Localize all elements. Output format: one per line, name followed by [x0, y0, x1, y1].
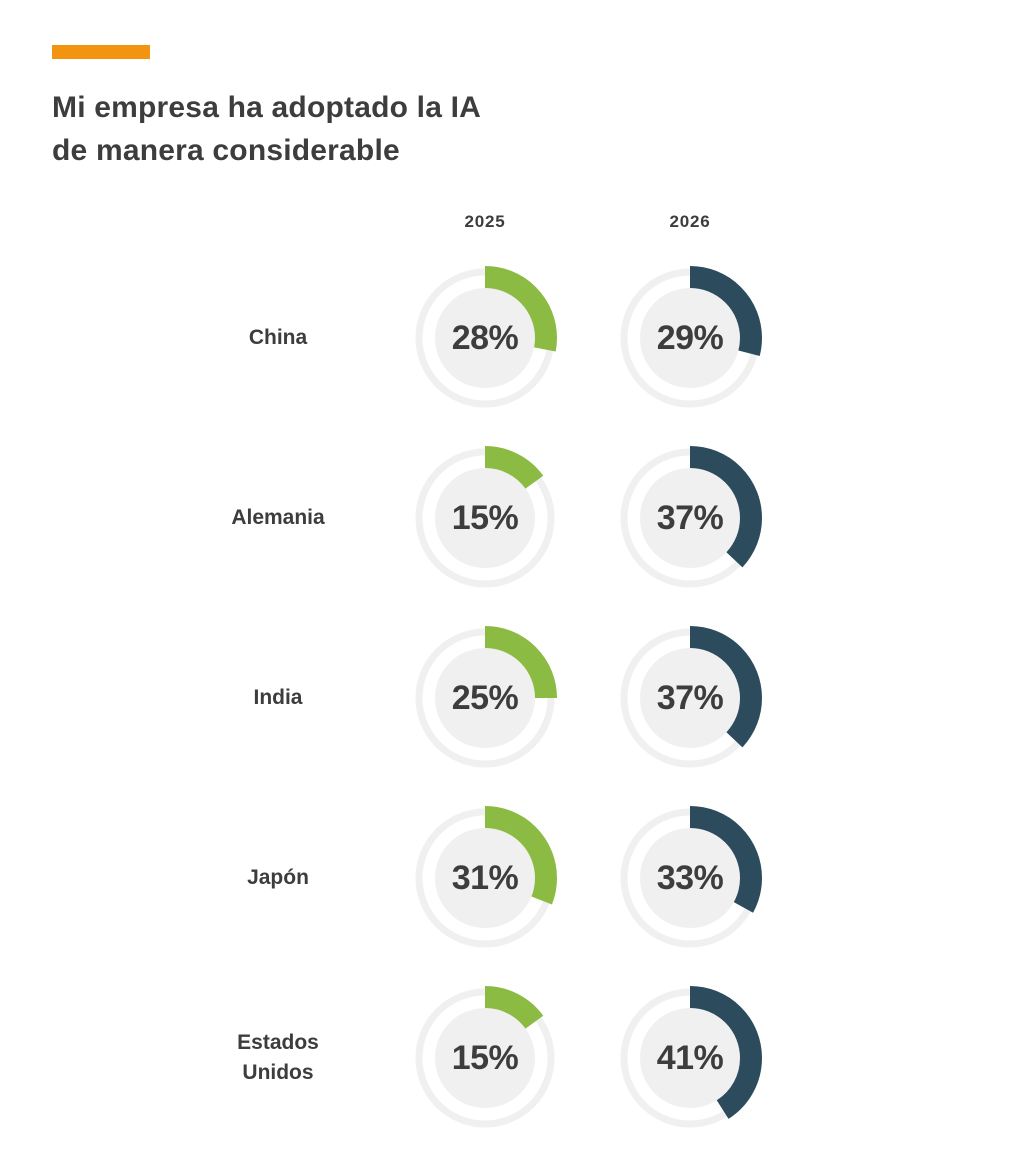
donut-value-label: 33% — [656, 858, 724, 897]
donut-value-label: 15% — [451, 498, 519, 537]
donut-chart-2026: 41% — [615, 983, 765, 1133]
donut-value-label: 37% — [656, 498, 724, 537]
donut-gauge — [413, 626, 557, 770]
country-row-india: India 25% 37% — [0, 608, 1024, 788]
donut-value-label: 29% — [656, 318, 724, 357]
column-header-2025: 2025 — [464, 212, 506, 231]
donut-value-label: 28% — [451, 318, 519, 357]
donut-chart-2026: 37% — [615, 623, 765, 773]
donut-value-arc — [618, 266, 762, 410]
country-label: Alemania — [231, 506, 325, 529]
donut-value-label: 37% — [656, 678, 724, 717]
donut-value-arc — [618, 626, 762, 770]
donut-chart-2026: 33% — [615, 803, 765, 953]
column-header-2026: 2026 — [669, 212, 711, 231]
donut-inner-circle — [435, 648, 535, 748]
donut-inner-circle — [435, 288, 535, 388]
donut-gauge — [618, 806, 762, 950]
country-row-japon: Japón 31% 33% — [0, 788, 1024, 968]
donut-value-arc — [413, 446, 557, 590]
country-label: India — [253, 686, 303, 709]
donut-inner-circle — [640, 648, 740, 748]
donut-inner-circle — [640, 1008, 740, 1108]
donut-chart-2026: 37% — [615, 443, 765, 593]
donut-gauge — [618, 626, 762, 770]
donut-inner-circle — [435, 468, 535, 568]
donut-value-arc — [413, 986, 557, 1130]
country-label: China — [248, 326, 308, 349]
donut-value-arc — [618, 446, 762, 590]
donut-value-label: 15% — [451, 1038, 519, 1077]
donut-chart-2025: 25% — [410, 623, 560, 773]
country-label: Japón — [247, 866, 309, 889]
donut-inner-circle — [640, 288, 740, 388]
donut-chart-2026: 29% — [615, 263, 765, 413]
country-label: Estados Unidos — [237, 1031, 319, 1084]
donut-inner-circle — [435, 1008, 535, 1108]
donut-value-arc — [413, 626, 557, 770]
donut-gauge — [618, 446, 762, 590]
donut-gauge — [413, 806, 557, 950]
country-row-estados-unidos: Estados Unidos 15% 41% — [0, 968, 1024, 1148]
donut-inner-circle — [640, 468, 740, 568]
donut-chart-2025: 31% — [410, 803, 560, 953]
donut-gauge — [413, 266, 557, 410]
donut-inner-circle — [435, 828, 535, 928]
donut-value-arc — [413, 806, 557, 950]
page-title: Mi empresa ha adoptado la IA de manera c… — [52, 91, 482, 167]
donut-value-arc — [618, 806, 762, 950]
donut-gauge — [413, 986, 557, 1130]
donut-value-label: 41% — [656, 1038, 724, 1077]
donut-value-label: 25% — [451, 678, 519, 717]
country-row-alemania: Alemania 15% 37% — [0, 428, 1024, 608]
donut-chart-2025: 15% — [410, 983, 560, 1133]
donut-chart-2025: 28% — [410, 263, 560, 413]
donut-value-label: 31% — [451, 858, 519, 897]
donut-value-arc — [618, 986, 762, 1130]
donut-gauge — [413, 446, 557, 590]
accent-bar — [52, 45, 150, 59]
donut-gauge — [618, 986, 762, 1130]
donut-value-arc — [413, 266, 557, 410]
donut-gauge — [618, 266, 762, 410]
donut-chart-2025: 15% — [410, 443, 560, 593]
country-row-china: China 28% 29% — [0, 248, 1024, 428]
donut-inner-circle — [640, 828, 740, 928]
